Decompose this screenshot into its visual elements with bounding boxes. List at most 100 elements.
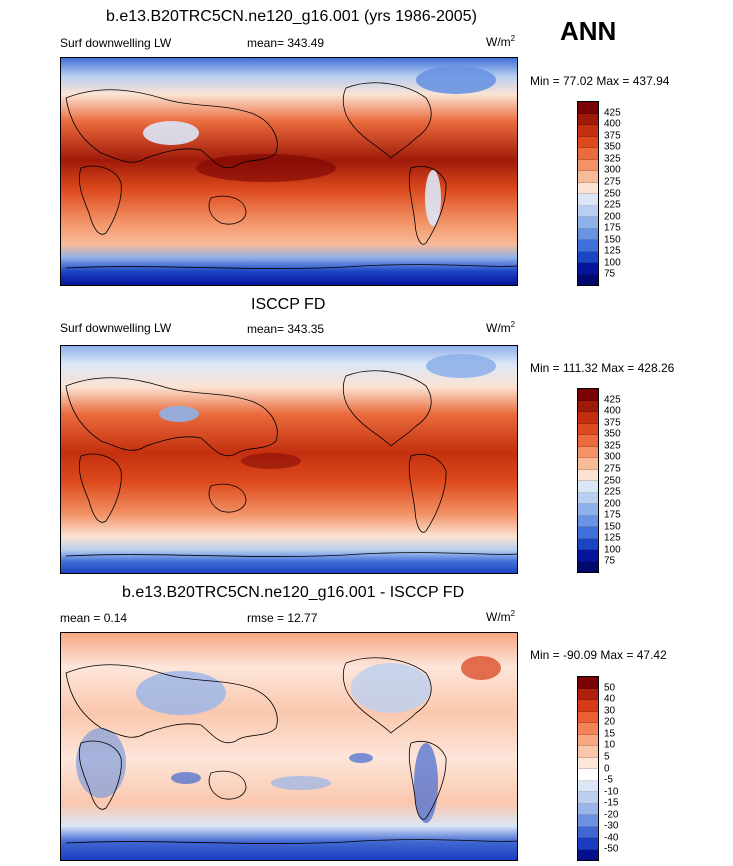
colorbar-tick-label: 325	[604, 440, 621, 452]
colorbar-swatch	[578, 757, 598, 769]
colorbar-tick-label: -40	[604, 832, 619, 844]
colorbar-swatch	[578, 481, 598, 493]
colorbar-swatch	[578, 194, 598, 206]
colorbar-swatch	[578, 677, 598, 689]
colorbar-swatch	[578, 400, 598, 412]
colorbar-tick-label: 20	[604, 716, 616, 728]
colorbar-tick-label: 300	[604, 164, 621, 176]
colorbar-tick-label: -50	[604, 843, 619, 855]
colorbar-tick-label: 75	[604, 555, 616, 567]
colorbar-swatch	[578, 136, 598, 148]
colorbar-tick-label: 400	[604, 118, 621, 130]
colorbar-tick-label: 10	[604, 739, 616, 751]
colorbar-tick-label: 375	[604, 130, 621, 142]
colorbar-tick-label: 225	[604, 486, 621, 498]
colorbar-swatch	[578, 148, 598, 160]
panel3-coastlines	[65, 657, 517, 844]
colorbar-tick-label: -30	[604, 820, 619, 832]
colorbar-swatch	[578, 826, 598, 838]
colorbar-swatch	[578, 102, 598, 114]
colorbar-tick-label: 325	[604, 153, 621, 165]
colorbar-tick-label: 200	[604, 498, 621, 510]
colorbar-swatch	[578, 446, 598, 458]
colorbar-swatch	[578, 389, 598, 401]
panel1-title: b.e13.B20TRC5CN.ne120_g16.001 (yrs 1986-…	[106, 8, 477, 25]
colorbar-tick-label: 5	[604, 751, 610, 763]
colorbar-tick-label: -15	[604, 797, 619, 809]
panel3-title: b.e13.B20TRC5CN.ne120_g16.001 - ISCCP FD	[122, 584, 465, 601]
panel1-units: W/m2	[486, 34, 516, 49]
colorbar-tick-label: 425	[604, 394, 621, 406]
colorbar-swatch	[578, 458, 598, 470]
colorbar-tick-label: 375	[604, 417, 621, 429]
colorbar-tick-label: -5	[604, 774, 613, 786]
panel3-mean-label: mean = 0.14	[60, 611, 128, 625]
colorbar-swatch	[578, 469, 598, 481]
colorbar-swatch	[578, 263, 598, 275]
panel3-map-field	[61, 633, 517, 860]
colorbar-swatch	[578, 205, 598, 217]
colorbar-tick-label: 75	[604, 268, 616, 280]
colorbar-swatch	[578, 700, 598, 712]
panel2-mean-label: mean= 343.35	[247, 322, 325, 336]
colorbar-tick-label: 40	[604, 693, 616, 705]
colorbar-tick-label: 175	[604, 509, 621, 521]
colorbar-swatch	[578, 734, 598, 746]
colorbar-swatch	[578, 780, 598, 792]
colorbar-swatch	[578, 492, 598, 504]
colorbar-swatch	[578, 412, 598, 424]
colorbar-swatch	[578, 504, 598, 516]
colorbar-tick-label: 30	[604, 705, 616, 717]
colorbar-swatch	[578, 171, 598, 183]
colorbar-swatch	[578, 527, 598, 539]
colorbar-swatch	[578, 240, 598, 252]
colorbar-swatch	[578, 113, 598, 125]
colorbar-swatch	[578, 723, 598, 735]
colorbar-tick-label: 425	[604, 107, 621, 119]
panel3-rmse-label: rmse = 12.77	[247, 611, 318, 625]
colorbar-swatch	[578, 792, 598, 804]
colorbar-tick-label: 175	[604, 222, 621, 234]
colorbar-tick-label: 125	[604, 245, 621, 257]
colorbar-swatch	[578, 838, 598, 850]
panel1-map	[60, 57, 518, 286]
panel2-map-field	[61, 346, 517, 573]
panel2-title: ISCCP FD	[251, 296, 326, 313]
colorbar-tick-label: 100	[604, 544, 621, 556]
panel2-variable-label: Surf downwelling LW	[60, 321, 172, 335]
colorbar-swatch	[578, 769, 598, 781]
panel2-units: W/m2	[486, 320, 516, 335]
colorbar-tick-label: 225	[604, 199, 621, 211]
colorbar-swatch	[578, 849, 598, 860]
panel2-coastlines	[65, 370, 517, 557]
colorbar-swatch	[578, 182, 598, 194]
colorbar-swatch	[578, 711, 598, 723]
colorbar-swatch	[578, 159, 598, 171]
colorbar-swatch	[578, 274, 598, 285]
colorbar-tick-label: 350	[604, 428, 621, 440]
colorbar-swatch	[578, 815, 598, 827]
colorbar-swatch	[578, 217, 598, 229]
colorbar-swatch	[578, 125, 598, 137]
panel1-map-field	[61, 58, 517, 285]
colorbar-swatch	[578, 435, 598, 447]
colorbar-tick-label: 400	[604, 405, 621, 417]
panel1-variable-label: Surf downwelling LW	[60, 36, 172, 50]
colorbar-tick-label: 350	[604, 141, 621, 153]
colorbar-tick-label: 200	[604, 211, 621, 223]
colorbar-swatch	[578, 228, 598, 240]
colorbar-tick-label: 150	[604, 521, 621, 533]
colorbar-tick-label: 100	[604, 257, 621, 269]
panel2-map	[60, 345, 518, 574]
panel1-minmax: Min = 77.02 Max = 437.94	[530, 74, 670, 88]
panel3-map	[60, 632, 518, 861]
panel2-minmax: Min = 111.32 Max = 428.26	[530, 361, 675, 375]
panel1-coastlines	[65, 82, 517, 269]
panel3-units: W/m2	[486, 609, 516, 624]
colorbar-tick-label: 275	[604, 463, 621, 475]
panel1-mean-label: mean= 343.49	[247, 36, 325, 50]
colorbar-swatch	[578, 423, 598, 435]
colorbar-swatch	[578, 746, 598, 758]
colorbar-swatch	[578, 561, 598, 572]
colorbar-swatch	[578, 550, 598, 562]
